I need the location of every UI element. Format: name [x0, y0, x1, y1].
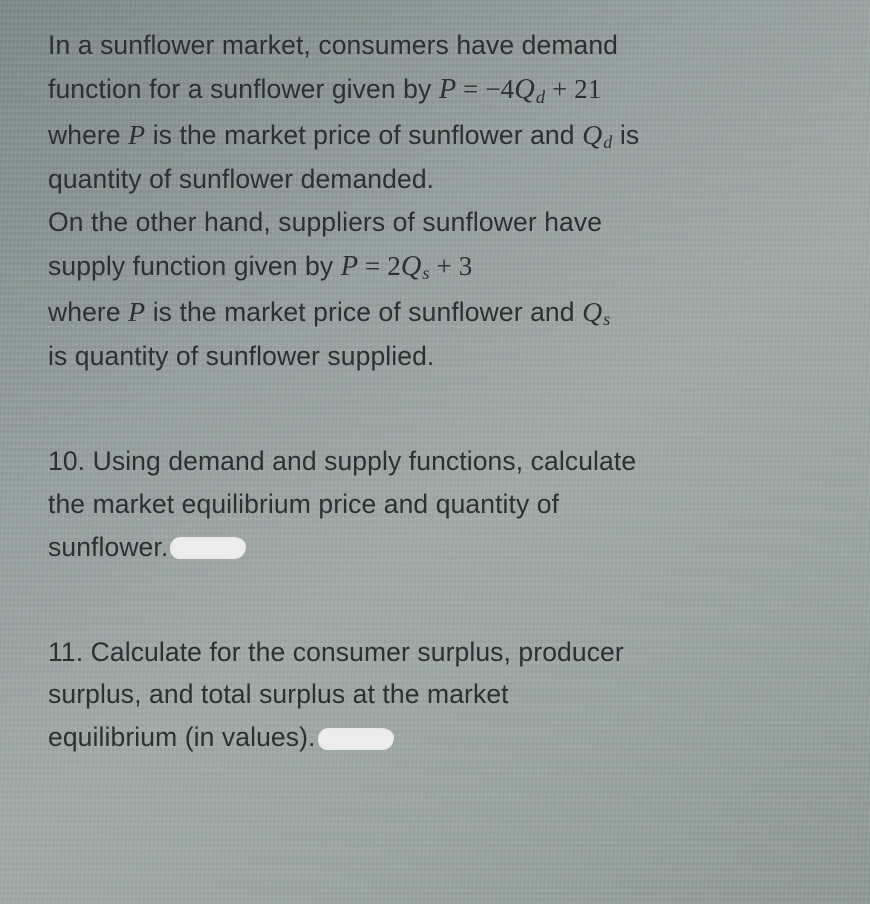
var-P: P [341, 251, 358, 282]
text-line: is the market price of sunflower and [145, 120, 582, 150]
var-Qd: Qd [582, 120, 612, 150]
demand-equation: P = −4Qd + 21 [439, 74, 602, 104]
text-line: function for a sunflower given by [48, 74, 439, 104]
sub-s: s [421, 263, 429, 283]
text-line: surplus, and total surplus at the market [48, 679, 509, 709]
supply-equation: P = 2Qs + 3 [341, 251, 473, 281]
var-Q: Q [401, 251, 422, 282]
text-line: the market equilibrium price and quantit… [48, 489, 559, 519]
text-line: where [48, 297, 128, 327]
sub-s: s [602, 309, 610, 329]
eq-text: = 2 [358, 251, 401, 281]
redaction-blob [170, 537, 246, 559]
var-Q: Q [582, 297, 602, 328]
question-10: 10. Using demand and supply functions, c… [48, 440, 828, 569]
var-P: P [128, 120, 145, 151]
question-11: 11. Calculate for the consumer surplus, … [48, 631, 828, 760]
text-line: where [48, 120, 128, 150]
text-line: In a sunflower market, consumers have de… [48, 30, 618, 60]
var-P: P [439, 74, 456, 105]
text-line: quantity of sunflower demanded. [48, 164, 434, 194]
redaction-blob [318, 728, 394, 750]
var-Q: Q [582, 120, 602, 151]
sub-d: d [535, 87, 545, 107]
var-Qs: Qs [582, 297, 610, 327]
text-line: is quantity of sunflower supplied. [48, 341, 434, 371]
eq-text: + 3 [430, 251, 473, 281]
eq-text: + 21 [545, 74, 601, 104]
text-line: 10. Using demand and supply functions, c… [48, 446, 636, 476]
var-P: P [128, 297, 145, 328]
text-line: 11. Calculate for the consumer surplus, … [48, 637, 624, 667]
intro-paragraph: In a sunflower market, consumers have de… [48, 24, 828, 378]
text-line: supply function given by [48, 251, 341, 281]
text-line: is the market price of sunflower and [145, 297, 582, 327]
eq-text: = −4 [456, 74, 514, 104]
text-line: is [612, 120, 639, 150]
text-line: equilibrium (in values). [48, 722, 316, 752]
sub-d: d [602, 132, 612, 152]
text-line: sunflower. [48, 532, 168, 562]
text-line: On the other hand, suppliers of sunflowe… [48, 207, 602, 237]
problem-text-page: In a sunflower market, consumers have de… [0, 0, 870, 783]
var-Q: Q [514, 74, 535, 105]
